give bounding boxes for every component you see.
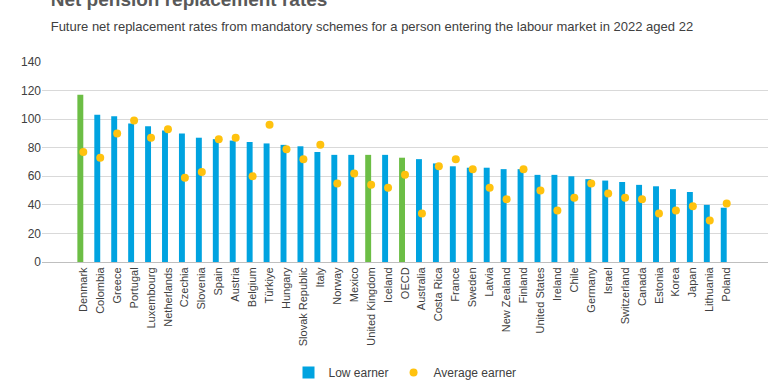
svg-text:0: 0 — [34, 255, 41, 269]
svg-text:Canada: Canada — [636, 267, 648, 306]
svg-text:Estonia: Estonia — [653, 267, 665, 305]
svg-text:Denmark: Denmark — [77, 267, 89, 312]
svg-text:Türkiye: Türkiye — [263, 267, 275, 303]
svg-text:Iceland: Iceland — [382, 267, 394, 302]
svg-text:40: 40 — [28, 198, 42, 212]
svg-text:Czechia: Czechia — [178, 267, 190, 308]
svg-text:Mexico: Mexico — [348, 267, 360, 302]
svg-text:OECD: OECD — [399, 267, 411, 299]
svg-text:Norway: Norway — [331, 267, 343, 305]
svg-text:Austria: Austria — [229, 267, 241, 302]
svg-text:United States: United States — [534, 267, 546, 334]
svg-text:20: 20 — [28, 227, 42, 241]
svg-text:Poland: Poland — [720, 267, 732, 301]
svg-text:Net pension replacement ratesF: Net pension replacement ratesFuture net … — [51, 0, 693, 34]
svg-text:Chile: Chile — [568, 267, 580, 292]
svg-text:Sweden: Sweden — [466, 267, 478, 307]
svg-text:Netherlands: Netherlands — [162, 267, 174, 327]
svg-text:140: 140 — [21, 55, 41, 69]
svg-text:Colombia: Colombia — [94, 267, 106, 314]
svg-text:France: France — [449, 267, 461, 301]
svg-text:Korea: Korea — [669, 267, 681, 297]
svg-text:Australia: Australia — [416, 267, 428, 311]
svg-text:Spain: Spain — [212, 267, 224, 295]
svg-text:Costa Rica: Costa Rica — [432, 267, 444, 322]
svg-text:Slovak Republic: Slovak Republic — [297, 267, 309, 346]
svg-text:Switzerland: Switzerland — [619, 267, 631, 324]
svg-text:80: 80 — [28, 141, 42, 155]
svg-text:Ireland: Ireland — [551, 267, 563, 301]
svg-text:Lithuania: Lithuania — [703, 267, 715, 313]
svg-text:Luxembourg: Luxembourg — [145, 267, 157, 328]
svg-text:Finland: Finland — [517, 267, 529, 303]
svg-text:120: 120 — [21, 84, 41, 98]
svg-text:Slovenia: Slovenia — [195, 267, 207, 310]
svg-text:60: 60 — [28, 169, 42, 183]
svg-text:Germany: Germany — [585, 267, 597, 313]
svg-text:Japan: Japan — [686, 267, 698, 297]
svg-text:Belgium: Belgium — [246, 267, 258, 307]
svg-text:100: 100 — [21, 112, 41, 126]
svg-text:Low earner: Low earner — [329, 366, 389, 380]
svg-text:Average earner: Average earner — [434, 366, 517, 380]
svg-text:Israel: Israel — [602, 267, 614, 294]
svg-text:Hungary: Hungary — [280, 267, 292, 309]
svg-text:Italy: Italy — [314, 267, 326, 288]
svg-text:Greece: Greece — [111, 267, 123, 303]
svg-text:Portugal: Portugal — [128, 267, 140, 308]
svg-text:Latvia: Latvia — [483, 267, 495, 297]
svg-text:United Kingdom: United Kingdom — [365, 267, 377, 345]
svg-text:New Zealand: New Zealand — [500, 267, 512, 332]
